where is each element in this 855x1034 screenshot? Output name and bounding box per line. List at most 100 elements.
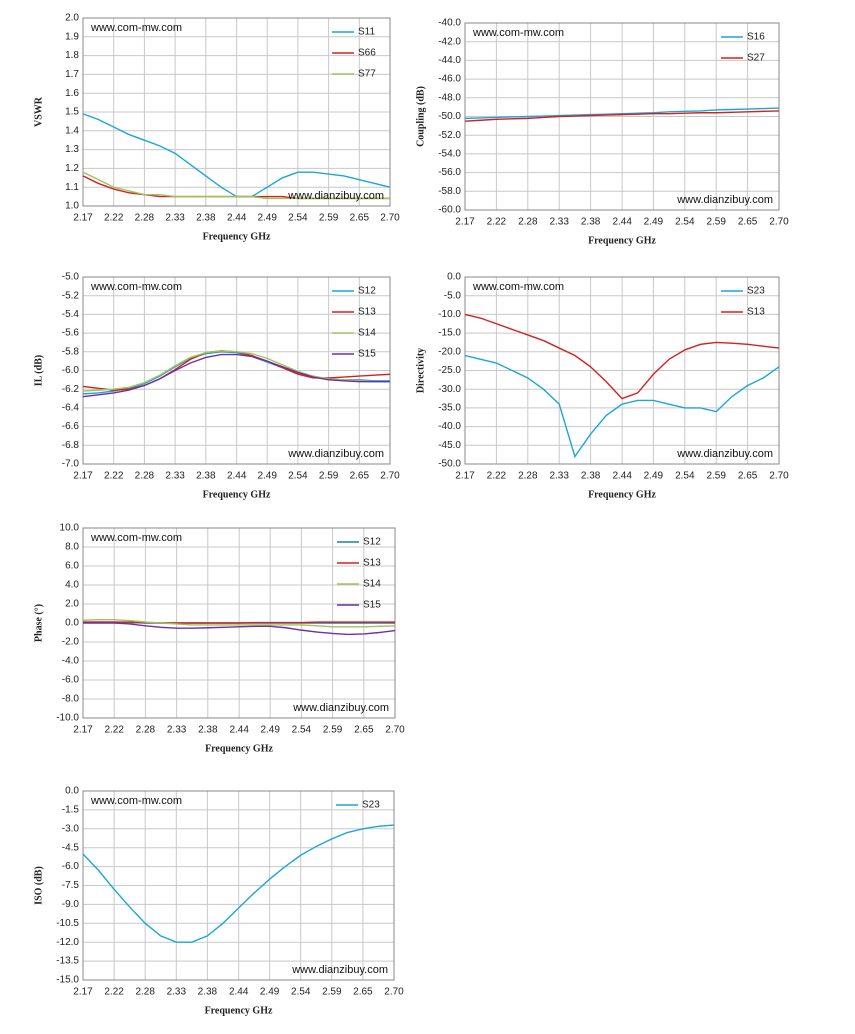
y-tick-label: -8.0 — [62, 694, 80, 705]
y-tick-label: -6.0 — [62, 861, 80, 872]
legend-label: S14 — [363, 579, 381, 590]
x-tick-label: 2.54 — [288, 213, 308, 224]
x-tick-label: 2.49 — [260, 725, 280, 736]
y-tick-label: -10.5 — [56, 918, 79, 929]
series-line — [83, 622, 396, 636]
y-axis-title: Phase (°) — [33, 604, 44, 642]
chart: -50.0 -45.0 -40.0 -35.0 -30.0 -25.0 -20.0 -15.0… — [415, 272, 789, 501]
plot-border — [464, 276, 780, 465]
y-tick-label: -7.5 — [62, 880, 80, 891]
y-tick-label: 1.7 — [65, 69, 79, 80]
y-tick-label: 10.0 — [60, 523, 80, 534]
x-axis-title: Frequency GHz — [203, 489, 271, 500]
series-line — [464, 107, 780, 120]
y-tick-label: 2.0 — [65, 13, 79, 24]
watermark: www.dianzibuy.com — [291, 964, 388, 976]
x-tick-label: 2.38 — [196, 471, 216, 482]
x-tick-label: 2.44 — [227, 471, 247, 482]
plot-border — [464, 22, 780, 211]
x-tick-label: 2.17 — [455, 471, 475, 482]
y-tick-label: 0.0 — [65, 618, 79, 629]
y-axis-title: VSWR — [33, 96, 44, 127]
y-axis-title: ISO (dB) — [33, 866, 44, 905]
x-tick-label: 2.59 — [322, 987, 342, 998]
x-tick-label: 2.49 — [257, 471, 277, 482]
legend-label: S13 — [363, 558, 381, 569]
y-tick-label: -6.2 — [62, 384, 80, 395]
x-tick-label: 2.44 — [612, 471, 632, 482]
y-tick-label: -54.0 — [438, 149, 461, 160]
y-axis-title: Directivity — [415, 348, 426, 393]
y-tick-label: -60.0 — [438, 205, 461, 216]
series-line — [82, 353, 390, 398]
legend-label: S27 — [747, 53, 765, 64]
x-tick-label: 2.54 — [288, 471, 308, 482]
y-tick-label: 1.4 — [65, 125, 79, 136]
y-tick-label: -7.0 — [62, 459, 80, 470]
x-tick-label: 2.70 — [380, 213, 400, 224]
y-tick-label: -6.8 — [62, 440, 80, 451]
x-tick-label: 2.44 — [227, 213, 247, 224]
y-tick-label: -50.0 — [438, 459, 461, 470]
x-tick-label: 2.33 — [165, 213, 185, 224]
y-tick-label: -44.0 — [438, 55, 461, 66]
x-tick-label: 2.44 — [229, 987, 249, 998]
legend-label: S13 — [358, 307, 376, 318]
x-tick-label: 2.17 — [73, 725, 93, 736]
x-axis-title: Frequency GHz — [588, 235, 656, 246]
series-line — [82, 350, 390, 392]
watermark: www.dianzibuy.com — [292, 702, 389, 714]
plot-border — [82, 17, 391, 207]
x-tick-label: 2.44 — [612, 217, 632, 228]
legend-label: S23 — [362, 800, 380, 811]
legend-label: S12 — [358, 286, 376, 297]
x-tick-label: 2.70 — [769, 217, 789, 228]
y-tick-label: -10.0 — [438, 309, 461, 320]
legend-label: S77 — [358, 69, 376, 80]
x-tick-label: 2.28 — [518, 471, 538, 482]
x-tick-label: 2.22 — [487, 217, 507, 228]
x-tick-label: 2.38 — [581, 217, 601, 228]
y-tick-label: 1.6 — [65, 88, 79, 99]
y-axis-title: IL (dB) — [33, 355, 44, 386]
y-tick-label: -40.0 — [438, 421, 461, 432]
x-tick-label: 2.65 — [738, 471, 758, 482]
watermark: www.dianzibuy.com — [287, 448, 384, 460]
x-tick-label: 2.28 — [136, 725, 156, 736]
x-tick-label: 2.38 — [198, 725, 218, 736]
y-tick-label: -58.0 — [438, 186, 461, 197]
x-tick-label: 2.54 — [291, 987, 311, 998]
x-tick-label: 2.38 — [581, 471, 601, 482]
x-tick-label: 2.59 — [319, 213, 339, 224]
x-tick-label: 2.54 — [675, 217, 695, 228]
x-tick-label: 2.22 — [487, 471, 507, 482]
x-tick-label: 2.65 — [350, 213, 370, 224]
x-tick-label: 2.22 — [104, 987, 124, 998]
series-line — [82, 618, 396, 628]
legend-label: S16 — [747, 32, 765, 43]
x-tick-label: 2.28 — [135, 987, 155, 998]
x-tick-label: 2.33 — [167, 987, 187, 998]
y-tick-label: -48.0 — [438, 92, 461, 103]
x-tick-label: 2.70 — [380, 471, 400, 482]
watermark: www.com-mw.com — [472, 27, 564, 39]
y-tick-label: -6.6 — [62, 421, 80, 432]
chart: -7.0 -6.8 -6.6 -6.4 -6.2 -6.0 -5.8 -5.6 -5.4 -5.2… — [33, 272, 400, 501]
x-tick-label: 2.49 — [644, 471, 664, 482]
legend-label: S23 — [747, 286, 765, 297]
x-tick-label: 2.33 — [549, 471, 569, 482]
y-tick-label: -5.0 — [444, 290, 462, 301]
series-line — [82, 824, 395, 943]
legend-label: S11 — [358, 27, 375, 38]
y-tick-label: -15.0 — [56, 975, 79, 986]
y-tick-label: 0.0 — [447, 272, 461, 283]
series-line — [464, 110, 780, 122]
legend-label: S13 — [747, 307, 765, 318]
y-tick-label: -6.0 — [62, 675, 80, 686]
x-axis-title: Frequency GHz — [588, 489, 656, 500]
x-tick-label: 2.33 — [167, 725, 187, 736]
x-tick-label: 2.17 — [73, 213, 93, 224]
y-tick-label: 4.0 — [65, 580, 79, 591]
plot-border — [82, 276, 391, 465]
y-tick-label: 1.1 — [65, 182, 79, 193]
